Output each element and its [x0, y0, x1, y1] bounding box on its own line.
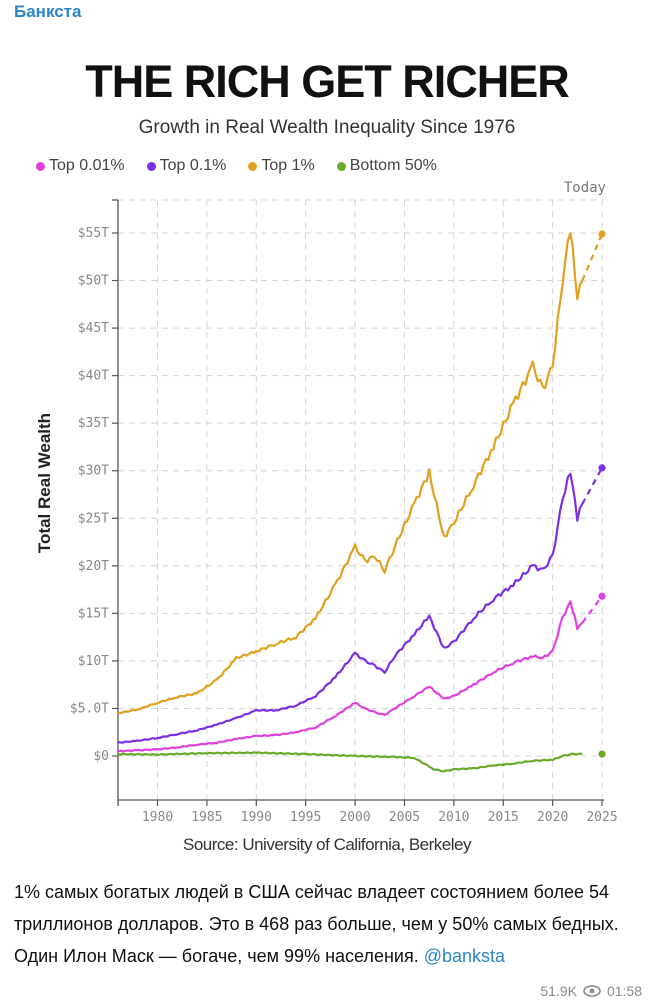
legend-item: Top 0.1%	[146, 157, 227, 175]
series-line-top-0-1-	[117, 472, 584, 744]
x-tick-label: 2000	[339, 810, 370, 825]
y-tick-label: $45T	[78, 321, 109, 336]
caption-text: 1% самых богатых людей в США сейчас влад…	[14, 882, 619, 966]
y-tick-label: $20T	[78, 559, 109, 574]
legend-item: Top 0.01%	[36, 157, 125, 175]
y-tick-label: $5.0T	[70, 701, 109, 716]
view-count: 51.9K	[540, 983, 577, 999]
post-caption: 1% самых богатых людей в США сейчас влад…	[14, 876, 644, 972]
chart-title: THE RICH GET RICHER	[85, 56, 570, 107]
y-axis-label: Total Real Wealth	[35, 413, 54, 553]
legend-label: Top 0.01%	[49, 157, 125, 174]
channel-name[interactable]: Банкста	[14, 2, 82, 21]
legend-label: Top 1%	[261, 157, 315, 174]
x-tick-label: 2025	[586, 810, 617, 825]
legend-dot-icon	[248, 161, 258, 171]
legend-item: Bottom 50%	[336, 157, 437, 175]
post-time: 01:58	[606, 983, 642, 999]
chart-source: Source: University of California, Berkel…	[183, 835, 471, 854]
chart-subtitle: Growth in Real Wealth Inequality Since 1…	[138, 117, 516, 138]
projection-line	[581, 467, 603, 505]
x-tick-label: 1990	[241, 810, 272, 825]
projection-line	[581, 595, 603, 624]
chart-legend: Top 0.01% Top 0.1% Top 1% Bottom 50%	[36, 157, 437, 175]
x-tick-label: 1995	[290, 810, 321, 825]
y-tick-label: $50T	[78, 274, 109, 289]
series-line-bottom-50-	[117, 751, 583, 773]
y-tick-label: $30T	[78, 464, 109, 479]
chart-image	[0, 34, 654, 864]
legend-dot-icon	[336, 161, 346, 171]
today-annotation: Today	[563, 180, 606, 196]
today-point	[598, 592, 606, 600]
x-tick-label: 1985	[191, 810, 222, 825]
axes: $0 $5.0T $10T $15T $20T $25T $30T $35T $40T $45T $…	[70, 199, 618, 825]
projection-line	[581, 233, 604, 281]
mention-link[interactable]: @banksta	[423, 946, 506, 966]
legend-item: Top 1%	[248, 157, 315, 175]
series-line-top-0-01-	[117, 600, 584, 753]
today-point	[598, 230, 606, 238]
y-tick-label: $0	[93, 749, 109, 764]
legend-label: Top 0.1%	[159, 157, 227, 174]
series-line-top-1-	[117, 232, 584, 715]
today-point	[598, 464, 606, 472]
y-tick-label: $55T	[78, 226, 109, 241]
x-tick-label: 2010	[438, 810, 469, 825]
legend-dot-icon	[146, 161, 156, 171]
y-tick-label: $15T	[78, 606, 109, 621]
legend-label: Bottom 50%	[349, 157, 437, 174]
today-point	[598, 750, 606, 758]
y-tick-label: $40T	[78, 369, 109, 384]
x-tick-label: 2005	[389, 810, 420, 825]
y-tick-label: $10T	[78, 654, 109, 669]
eye-icon	[583, 985, 601, 997]
legend-dot-icon	[36, 161, 45, 171]
series-lines	[117, 230, 606, 773]
y-tick-label: $35T	[78, 416, 109, 431]
post-meta: 51.9K 01:58	[540, 983, 642, 999]
y-tick-label: $25T	[78, 511, 109, 526]
x-tick-label: 1980	[142, 810, 173, 825]
x-tick-label: 2020	[537, 810, 568, 825]
x-tick-label: 2015	[488, 810, 519, 825]
chart-plot: $0 $5.0T $10T $15T $20T $25T $30T $35T $40T $45T $…	[35, 199, 618, 825]
grid-lines	[118, 199, 604, 800]
